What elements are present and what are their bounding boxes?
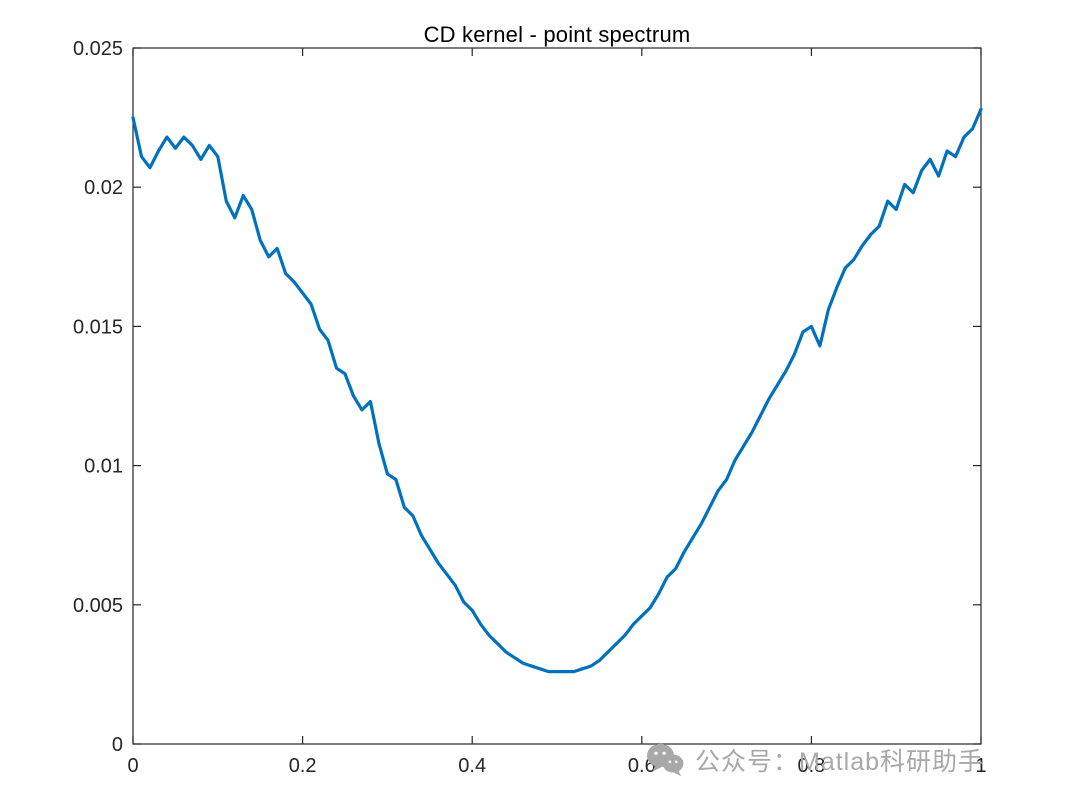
y-tick-label: 0.005: [73, 595, 123, 617]
y-tick-label: 0: [112, 734, 123, 756]
x-tick-label: 0.2: [289, 755, 317, 777]
watermark-text: 公众号：Matlab科研助手: [695, 748, 985, 776]
y-tick-label: 0.01: [84, 456, 123, 478]
x-tick-label: 0.8: [797, 755, 825, 777]
chart-title: CD kernel - point spectrum: [423, 22, 691, 47]
y-tick-label: 0.025: [73, 38, 123, 60]
x-tick-label: 0.4: [458, 755, 486, 777]
y-tick-label: 0.015: [73, 316, 123, 338]
y-tick-label: 0.02: [84, 177, 123, 199]
x-tick-label: 0: [127, 755, 138, 777]
wechat-icon: [645, 742, 685, 778]
axes-box: [132, 47, 982, 745]
watermark: 公众号：Matlab科研助手: [645, 742, 984, 778]
series-line: [131, 107, 983, 674]
x-tick-label: 1: [975, 755, 986, 777]
